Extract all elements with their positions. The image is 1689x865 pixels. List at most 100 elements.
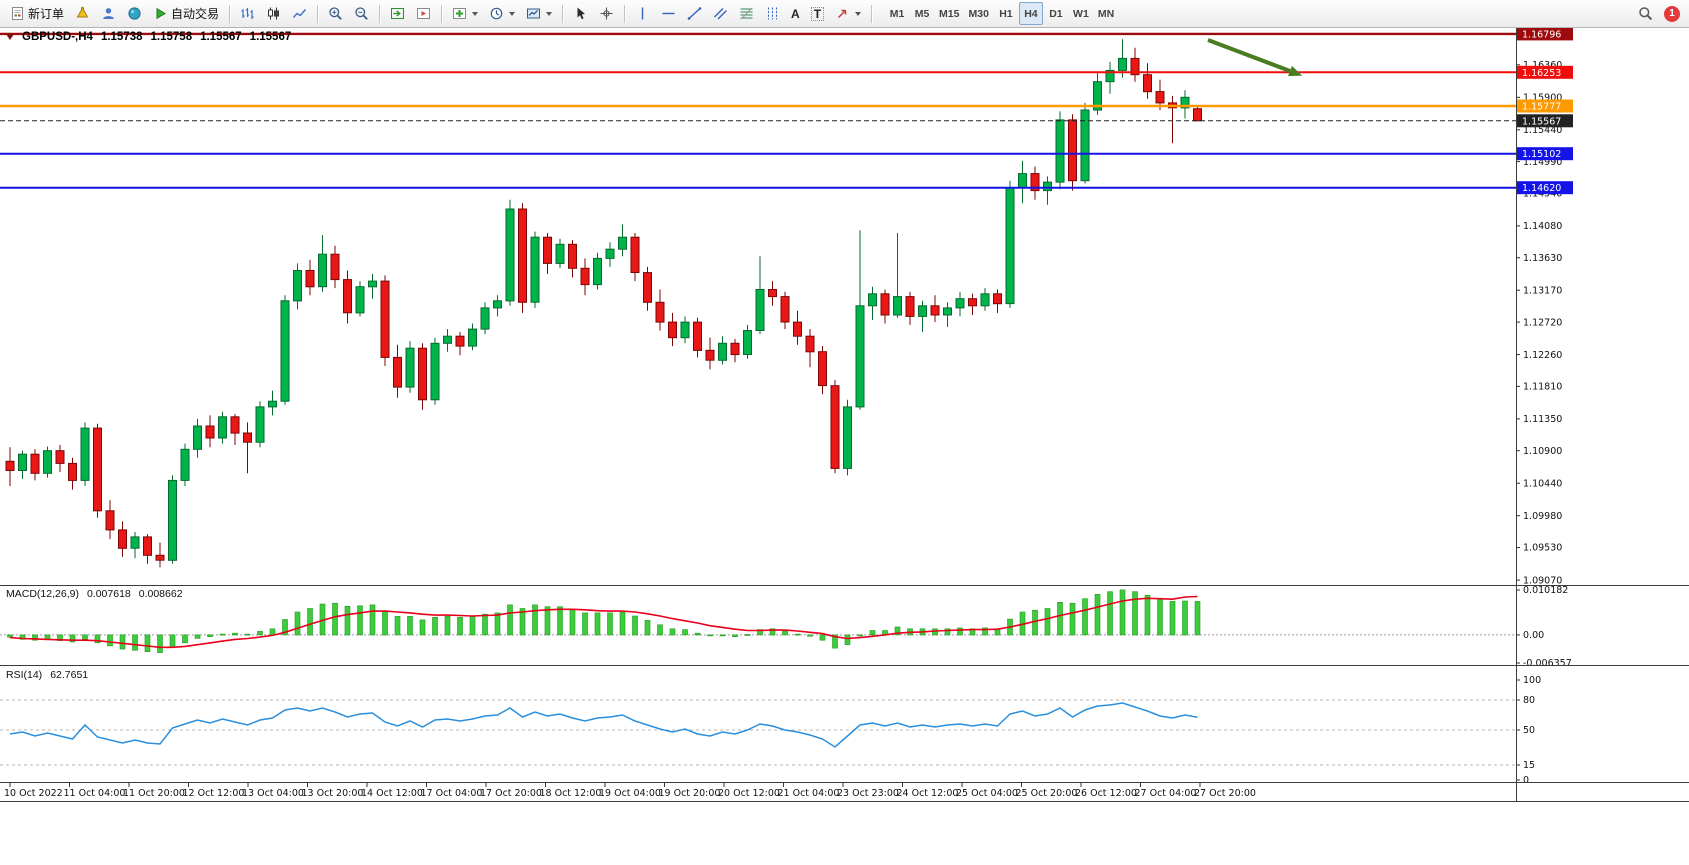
cursor-button[interactable] bbox=[568, 2, 593, 25]
crosshair-button[interactable] bbox=[594, 2, 619, 25]
macd-name: MACD(12,26,9) bbox=[6, 588, 79, 600]
candle-up bbox=[618, 236, 627, 250]
candle-up bbox=[1005, 187, 1015, 305]
expert-advisors-button[interactable] bbox=[70, 2, 95, 25]
timeframe-d1[interactable]: D1 bbox=[1044, 2, 1068, 25]
candle-up bbox=[1080, 109, 1090, 182]
candle-down bbox=[768, 289, 777, 298]
price-tick-label: 1.11810 bbox=[1523, 382, 1562, 393]
line-chart-button[interactable] bbox=[287, 2, 312, 25]
macd-histogram-bar bbox=[344, 605, 351, 636]
timeframe-m5[interactable]: M5 bbox=[910, 2, 934, 25]
open-value: 1.15738 bbox=[100, 31, 143, 43]
candle-down bbox=[1193, 108, 1202, 122]
bar-chart-icon bbox=[240, 6, 255, 21]
price-badge bbox=[1517, 65, 1573, 79]
zoom-out-button[interactable] bbox=[349, 2, 374, 25]
candle-down bbox=[993, 293, 1002, 305]
notification-badge[interactable]: 1 bbox=[1664, 5, 1680, 22]
macd-panel bbox=[0, 589, 1516, 653]
new-order-button[interactable]: 新订单 bbox=[5, 2, 69, 25]
templates-button[interactable] bbox=[521, 2, 557, 25]
candle-down bbox=[568, 243, 577, 269]
candle-up bbox=[405, 347, 415, 388]
price-badge-label: 1.16253 bbox=[1522, 68, 1561, 79]
timeframe-w1[interactable]: W1 bbox=[1069, 2, 1093, 25]
candle-down bbox=[968, 298, 977, 307]
chat-button[interactable] bbox=[122, 2, 147, 25]
time-tick-label: 27 Oct 20:00 bbox=[1194, 788, 1256, 799]
rsi-tick-label: 0 bbox=[1523, 775, 1529, 786]
community-button[interactable] bbox=[96, 2, 121, 25]
price-badge bbox=[1517, 114, 1573, 128]
candle-up bbox=[18, 453, 27, 472]
candle-up bbox=[955, 298, 965, 309]
macd-histogram-bar bbox=[207, 634, 213, 638]
indicators-button[interactable] bbox=[447, 2, 483, 25]
macd-histogram-bar bbox=[944, 628, 951, 636]
quick-trade-arrow-icon[interactable] bbox=[6, 34, 14, 40]
macd-histogram-bar bbox=[32, 634, 38, 641]
candle-up bbox=[130, 536, 140, 549]
trendline-button[interactable] bbox=[682, 2, 707, 25]
macd-histogram-bar bbox=[132, 634, 138, 651]
time-tick-label: 17 Oct 04:00 bbox=[421, 788, 483, 799]
candle-up bbox=[605, 248, 615, 259]
price-tick-label: 1.12260 bbox=[1523, 350, 1562, 361]
macd-histogram-bar bbox=[394, 616, 401, 636]
macd-histogram-bar bbox=[619, 612, 626, 636]
autotrading-button[interactable]: 自动交易 bbox=[148, 2, 224, 25]
timeframe-group: M1 M5 M15 M30 H1 H4 D1 W1 MN bbox=[885, 2, 1118, 25]
candlestick-chart-button[interactable] bbox=[261, 2, 286, 25]
candle-down bbox=[418, 347, 427, 401]
arrows-button[interactable] bbox=[830, 2, 866, 25]
fibonacci-icon bbox=[739, 6, 754, 21]
candle-up bbox=[718, 342, 727, 361]
macd-histogram-bar bbox=[644, 620, 651, 636]
candle-up bbox=[180, 448, 190, 481]
timeframe-h4[interactable]: H4 bbox=[1018, 2, 1043, 25]
timeframe-m30[interactable]: M30 bbox=[964, 2, 992, 25]
search-button[interactable] bbox=[1633, 2, 1658, 25]
vertical-line-button[interactable] bbox=[630, 2, 655, 25]
price-tick-label: 1.14080 bbox=[1523, 221, 1562, 232]
macd-histogram-bar bbox=[544, 606, 551, 636]
timeframe-m1[interactable]: M1 bbox=[885, 2, 909, 25]
candle-up bbox=[755, 289, 765, 331]
chart-shift-button[interactable] bbox=[411, 2, 436, 25]
time-tick-label: 23 Oct 23:00 bbox=[837, 788, 899, 799]
time-tick-label: 19 Oct 04:00 bbox=[599, 788, 661, 799]
timeframe-m15[interactable]: M15 bbox=[935, 2, 963, 25]
fibonacci-button[interactable] bbox=[734, 2, 759, 25]
candle-down bbox=[30, 453, 40, 474]
templates-caret-icon bbox=[546, 11, 553, 16]
candle-down bbox=[393, 356, 402, 388]
text-label-button[interactable]: T bbox=[806, 2, 829, 25]
timeframe-h1[interactable]: H1 bbox=[994, 2, 1018, 25]
candle-up bbox=[430, 342, 440, 401]
price-tick-label: 1.11350 bbox=[1523, 414, 1562, 425]
rsi-tick-label: 80 bbox=[1523, 695, 1535, 706]
line-chart-icon bbox=[292, 6, 307, 21]
text-button[interactable]: A bbox=[786, 2, 805, 25]
candle-up bbox=[743, 330, 752, 355]
macd-histogram-bar bbox=[282, 619, 288, 636]
bar-chart-button[interactable] bbox=[235, 2, 260, 25]
cycle-lines-button[interactable] bbox=[760, 2, 785, 25]
price-tick-label: 1.09070 bbox=[1523, 575, 1562, 586]
channel-button[interactable] bbox=[708, 2, 733, 25]
periods-button[interactable] bbox=[484, 2, 520, 25]
candle-down bbox=[380, 280, 390, 358]
zoom-in-button[interactable] bbox=[323, 2, 348, 25]
macd-histogram-bar bbox=[257, 631, 263, 636]
candle-down bbox=[343, 279, 352, 314]
crosshair-icon bbox=[599, 6, 614, 21]
rsi-tick-label: 15 bbox=[1523, 760, 1535, 771]
macd-histogram-bar bbox=[232, 632, 238, 636]
zoom-out-icon bbox=[354, 6, 369, 21]
trend-arrow[interactable] bbox=[1207, 38, 1291, 73]
auto-scroll-button[interactable] bbox=[385, 2, 410, 25]
timeframe-mn[interactable]: MN bbox=[1094, 2, 1118, 25]
horizontal-line-button[interactable] bbox=[656, 2, 681, 25]
